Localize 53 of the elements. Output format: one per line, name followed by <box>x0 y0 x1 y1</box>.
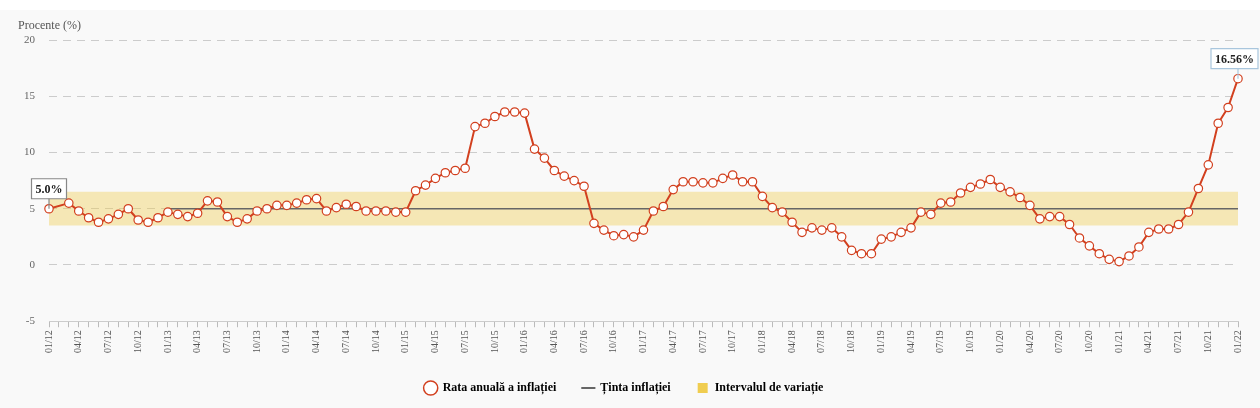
x-tick-label: 04/17 <box>666 330 678 353</box>
y-tick-label: 5 <box>29 201 36 214</box>
x-tick-label: 07/14 <box>339 330 351 353</box>
x-tick-label: 10/20 <box>1083 330 1094 353</box>
x-tick-label: 07/12 <box>102 330 114 353</box>
x-tick-label: 04/12 <box>72 330 84 353</box>
legend-label: Ținta inflației <box>600 380 672 396</box>
data-label: 5.0% <box>35 181 63 196</box>
x-tick-label: 04/19 <box>904 330 916 353</box>
x-tick-label: 07/15 <box>458 330 470 353</box>
x-tick-label: 04/13 <box>191 330 203 353</box>
y-tick-label: 20 <box>24 32 36 45</box>
x-tick-label: 10/14 <box>369 330 381 353</box>
x-tick-label: 10/12 <box>131 330 143 353</box>
x-tick-label: 04/14 <box>310 330 322 353</box>
x-tick-label: 01/22 <box>1231 330 1243 353</box>
x-tick-label: 01/12 <box>42 330 54 353</box>
data-label: 16.56% <box>1215 51 1254 66</box>
x-tick-label: 04/21 <box>1142 330 1154 353</box>
y-tick-label: -5 <box>25 314 36 327</box>
x-tick-label: 07/16 <box>577 330 589 353</box>
x-tick-label: 07/13 <box>220 330 232 353</box>
x-tick-label: 10/15 <box>488 330 500 353</box>
x-tick-label: 10/13 <box>250 330 262 353</box>
y-tick-label: 0 <box>29 257 36 270</box>
y-tick-label: 15 <box>24 89 36 102</box>
x-tick-label: 04/20 <box>1023 330 1035 353</box>
x-tick-label: 01/21 <box>1112 330 1124 353</box>
x-tick-label: 04/16 <box>547 330 559 353</box>
x-tick-label: 10/19 <box>964 330 976 353</box>
y-axis-title: Procente (%) <box>18 18 81 33</box>
x-tick-label: 07/18 <box>815 330 827 353</box>
x-tick-label: 01/19 <box>874 330 886 353</box>
x-tick-label: 10/16 <box>607 330 619 353</box>
x-tick-label: 04/18 <box>785 330 797 353</box>
x-tick-label: 07/19 <box>934 330 946 353</box>
x-tick-label: 01/14 <box>280 330 292 353</box>
x-tick-label: 10/21 <box>1201 330 1213 353</box>
x-tick-label: 07/17 <box>696 330 708 353</box>
x-tick-label: 04/15 <box>429 330 441 353</box>
x-tick-label: 07/21 <box>1172 330 1184 353</box>
x-tick-label: 07/20 <box>1053 330 1065 353</box>
x-tick-label: 10/18 <box>845 330 857 353</box>
legend-label: Rata anuală a inflației <box>442 380 558 396</box>
x-tick-label: 01/17 <box>637 330 649 353</box>
x-tick-label: 01/13 <box>161 330 173 353</box>
y-tick-label: 10 <box>24 145 36 158</box>
x-tick-label: 01/16 <box>518 330 530 353</box>
x-tick-label: 01/18 <box>756 330 768 353</box>
x-tick-label: 01/15 <box>399 330 411 353</box>
x-tick-label: 10/17 <box>726 330 738 353</box>
legend-label: Intervalul de variație <box>714 380 824 396</box>
x-tick-label: 01/20 <box>993 330 1005 353</box>
